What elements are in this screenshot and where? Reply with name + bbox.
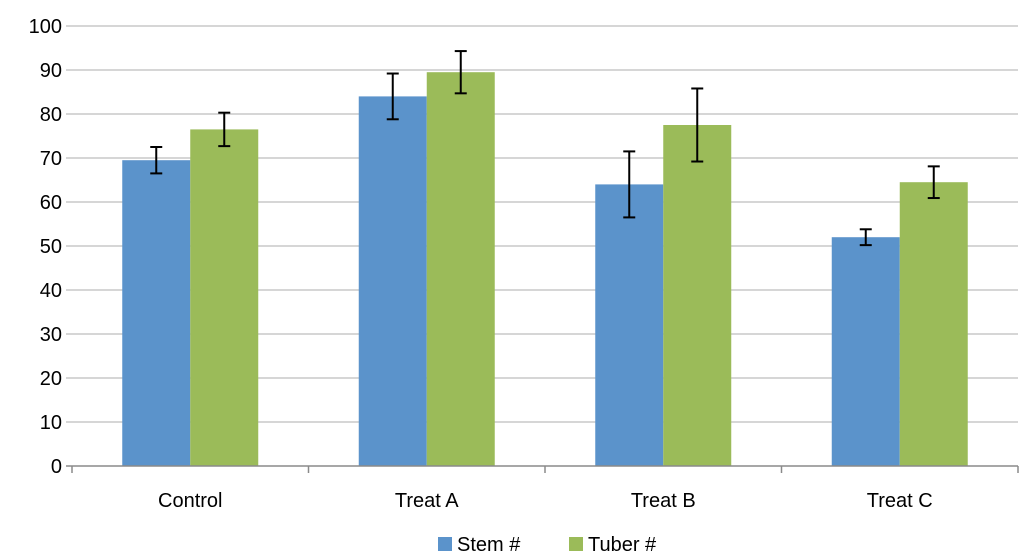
y-axis-tick-labels: 0 10 20 30 40 50 60 70 80 90 100 (29, 16, 62, 478)
bar-stem-control (122, 160, 191, 466)
x-tick-label-control: Control (158, 490, 222, 512)
y-tick-label-0: 0 (51, 456, 62, 478)
x-axis-category-labels: Control Treat A Treat B Treat C (158, 490, 933, 512)
y-tick-label-20: 20 (40, 368, 62, 390)
y-tick-label-100: 100 (29, 16, 62, 38)
legend-label-stem: Stem # (457, 534, 521, 554)
error-bar-stem-control (150, 146, 163, 175)
error-bars (150, 50, 940, 247)
y-tick-label-90: 90 (40, 60, 62, 82)
bar-tuber-treat-c (899, 182, 968, 466)
legend: Stem # Tuber # (438, 534, 657, 554)
error-bar-tuber-treat-c (927, 165, 940, 200)
x-tick-label-treat-b: Treat B (631, 490, 696, 512)
bar-tuber-treat-b (663, 125, 732, 466)
error-bar-tuber-treat-b (691, 87, 704, 163)
bar-stem-treat-a (358, 96, 427, 467)
y-tick-label-30: 30 (40, 324, 62, 346)
y-tick-label-80: 80 (40, 104, 62, 126)
y-tick-label-40: 40 (40, 280, 62, 302)
y-tick-label-70: 70 (40, 148, 62, 170)
error-bar-tuber-treat-a (454, 50, 467, 95)
bar-stem-treat-c (831, 237, 900, 466)
error-bar-stem-treat-c (859, 228, 872, 247)
y-tick-label-10: 10 (40, 412, 62, 434)
x-tick-label-treat-a: Treat A (395, 490, 459, 512)
y-tick-label-50: 50 (40, 236, 62, 258)
bar-tuber-control (190, 129, 259, 466)
y-tick-label-60: 60 (40, 192, 62, 214)
legend-swatch-stem (438, 537, 452, 551)
error-bar-tuber-control (218, 111, 231, 148)
x-axis (66, 465, 1019, 473)
legend-swatch-tuber (569, 537, 583, 551)
error-bar-stem-treat-b (623, 150, 636, 219)
legend-label-tuber: Tuber # (588, 534, 657, 554)
x-tick-label-treat-c: Treat C (867, 490, 933, 512)
error-bar-stem-treat-a (386, 72, 399, 121)
bar-tuber-treat-a (426, 72, 495, 466)
bar-stem-treat-b (595, 184, 664, 466)
bars (122, 72, 968, 467)
